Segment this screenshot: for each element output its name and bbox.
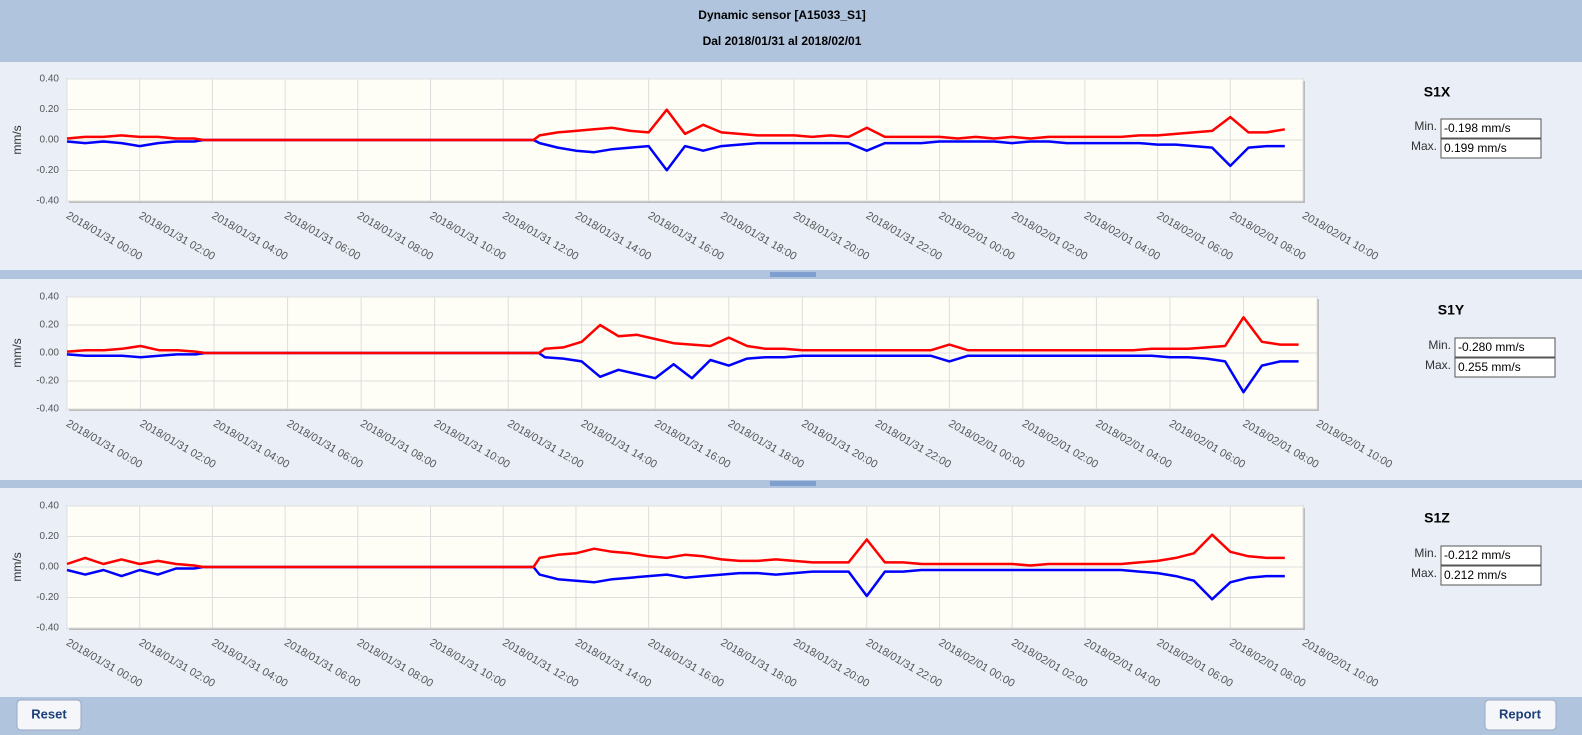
max-field	[1440, 138, 1542, 159]
reset-button[interactable]: Reset	[16, 699, 82, 731]
header-subtitle: Dal 2018/01/31 al 2018/02/01	[703, 34, 862, 48]
y-tick-label: -0.20	[36, 592, 59, 603]
chart-title: S1Y	[1438, 302, 1465, 318]
splitter[interactable]	[770, 272, 816, 277]
y-tick-label: -0.20	[36, 165, 59, 176]
min-label: Min.	[1428, 338, 1451, 352]
max-label: Max.	[1411, 139, 1437, 153]
series-line	[66, 108, 1286, 142]
min-value: -0.280 mm/s	[1458, 340, 1525, 354]
y-tick-label: 0.40	[40, 292, 60, 303]
min-value: -0.198 mm/s	[1444, 121, 1511, 135]
y-tick-label: 0.00	[40, 348, 60, 359]
series-line	[66, 533, 1285, 569]
min-field	[1454, 337, 1556, 358]
max-value: 0.212 mm/s	[1444, 568, 1507, 582]
max-field	[1454, 357, 1556, 378]
min-label: Min.	[1414, 546, 1437, 560]
button-frame[interactable]	[1484, 699, 1557, 731]
max-value: 0.199 mm/s	[1444, 141, 1507, 155]
button-label[interactable]: Report	[1499, 706, 1542, 721]
splitter[interactable]	[770, 481, 816, 486]
min-label: Min.	[1414, 119, 1437, 133]
button-frame[interactable]	[16, 699, 82, 731]
y-tick-label: 0.20	[40, 531, 60, 542]
chart-title: S1X	[1424, 84, 1451, 100]
min-field	[1440, 545, 1542, 566]
max-label: Max.	[1411, 566, 1437, 580]
y-axis-label: mm/s	[10, 552, 24, 581]
y-tick-label: 0.00	[40, 562, 60, 573]
y-tick-label: 0.20	[40, 320, 60, 331]
chart-title: S1Z	[1424, 510, 1450, 526]
y-tick-label: -0.40	[36, 404, 59, 415]
button-label[interactable]: Reset	[31, 706, 67, 721]
report-button[interactable]: Report	[1484, 699, 1557, 731]
y-tick-label: -0.20	[36, 376, 59, 387]
y-tick-label: -0.40	[36, 623, 59, 634]
y-tick-label: 0.40	[40, 74, 60, 85]
y-tick-label: 0.40	[40, 501, 60, 512]
y-tick-label: -0.40	[36, 196, 59, 207]
series-line	[66, 316, 1299, 355]
max-label: Max.	[1425, 358, 1451, 372]
y-tick-label: 0.20	[40, 104, 60, 115]
header-title: Dynamic sensor [A15033_S1]	[698, 8, 865, 22]
min-value: -0.212 mm/s	[1444, 548, 1511, 562]
y-axis-label: mm/s	[10, 338, 24, 367]
y-axis-label: mm/s	[10, 125, 24, 154]
max-value: 0.255 mm/s	[1458, 360, 1521, 374]
y-tick-label: 0.00	[40, 135, 60, 146]
min-field	[1440, 118, 1542, 139]
max-field	[1440, 565, 1542, 586]
